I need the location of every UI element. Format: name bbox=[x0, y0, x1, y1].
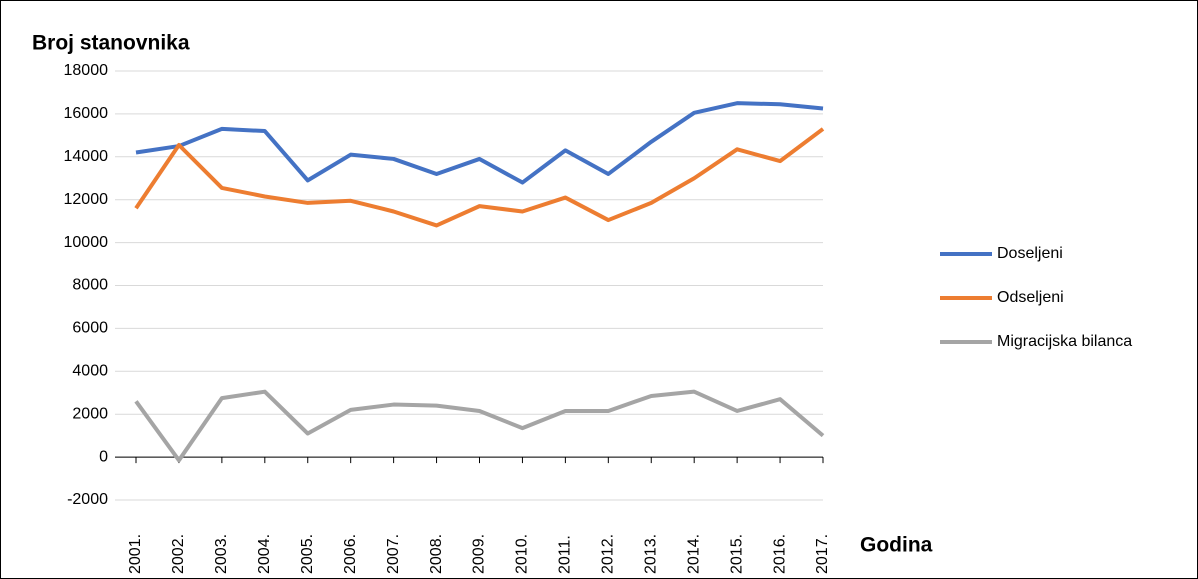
x-tick-label: 2004. bbox=[256, 534, 273, 574]
y-axis-title: Broj stanovnika bbox=[32, 32, 190, 55]
y-tick-label: 8000 bbox=[72, 277, 108, 294]
legend-label: Doseljeni bbox=[997, 245, 1063, 262]
x-tick-label: 2009. bbox=[471, 534, 488, 574]
x-tick-label: 2005. bbox=[299, 534, 316, 574]
x-tick-label: 2001. bbox=[127, 534, 144, 574]
x-tick-label: 2016. bbox=[771, 534, 788, 574]
x-tick-label: 2015. bbox=[728, 534, 745, 574]
y-tick-label: 4000 bbox=[72, 363, 108, 380]
x-tick-label: 2013. bbox=[642, 534, 659, 574]
x-tick-label: 2017. bbox=[814, 534, 831, 574]
x-axis-title: Godina bbox=[860, 534, 933, 557]
y-tick-label: -2000 bbox=[67, 491, 108, 508]
y-tick-label: 16000 bbox=[64, 105, 109, 122]
series-line bbox=[135, 101, 824, 185]
x-tick-label: 2006. bbox=[342, 534, 359, 574]
series-line bbox=[134, 127, 825, 228]
x-tick-label: 2011. bbox=[557, 535, 574, 574]
y-tick-label: 10000 bbox=[64, 234, 109, 251]
x-tick-label: 2002. bbox=[170, 534, 187, 574]
x-tick-label: 2008. bbox=[428, 534, 445, 574]
legend-label: Migracijska bilanca bbox=[997, 333, 1132, 350]
x-tick-label: 2003. bbox=[213, 534, 230, 574]
x-tick-label: 2007. bbox=[385, 534, 402, 574]
y-tick-label: 18000 bbox=[64, 62, 109, 79]
y-tick-label: 2000 bbox=[72, 405, 108, 422]
y-tick-label: 6000 bbox=[72, 320, 108, 337]
series-line bbox=[134, 389, 825, 463]
y-tick-label: 12000 bbox=[64, 191, 109, 208]
x-tick-label: 2010. bbox=[514, 534, 531, 574]
x-tick-label: 2014. bbox=[685, 534, 702, 574]
y-tick-label: 0 bbox=[99, 448, 108, 465]
legend-label: Odseljeni bbox=[997, 289, 1064, 306]
x-tick-label: 2012. bbox=[600, 534, 617, 574]
y-tick-label: 14000 bbox=[64, 148, 109, 165]
